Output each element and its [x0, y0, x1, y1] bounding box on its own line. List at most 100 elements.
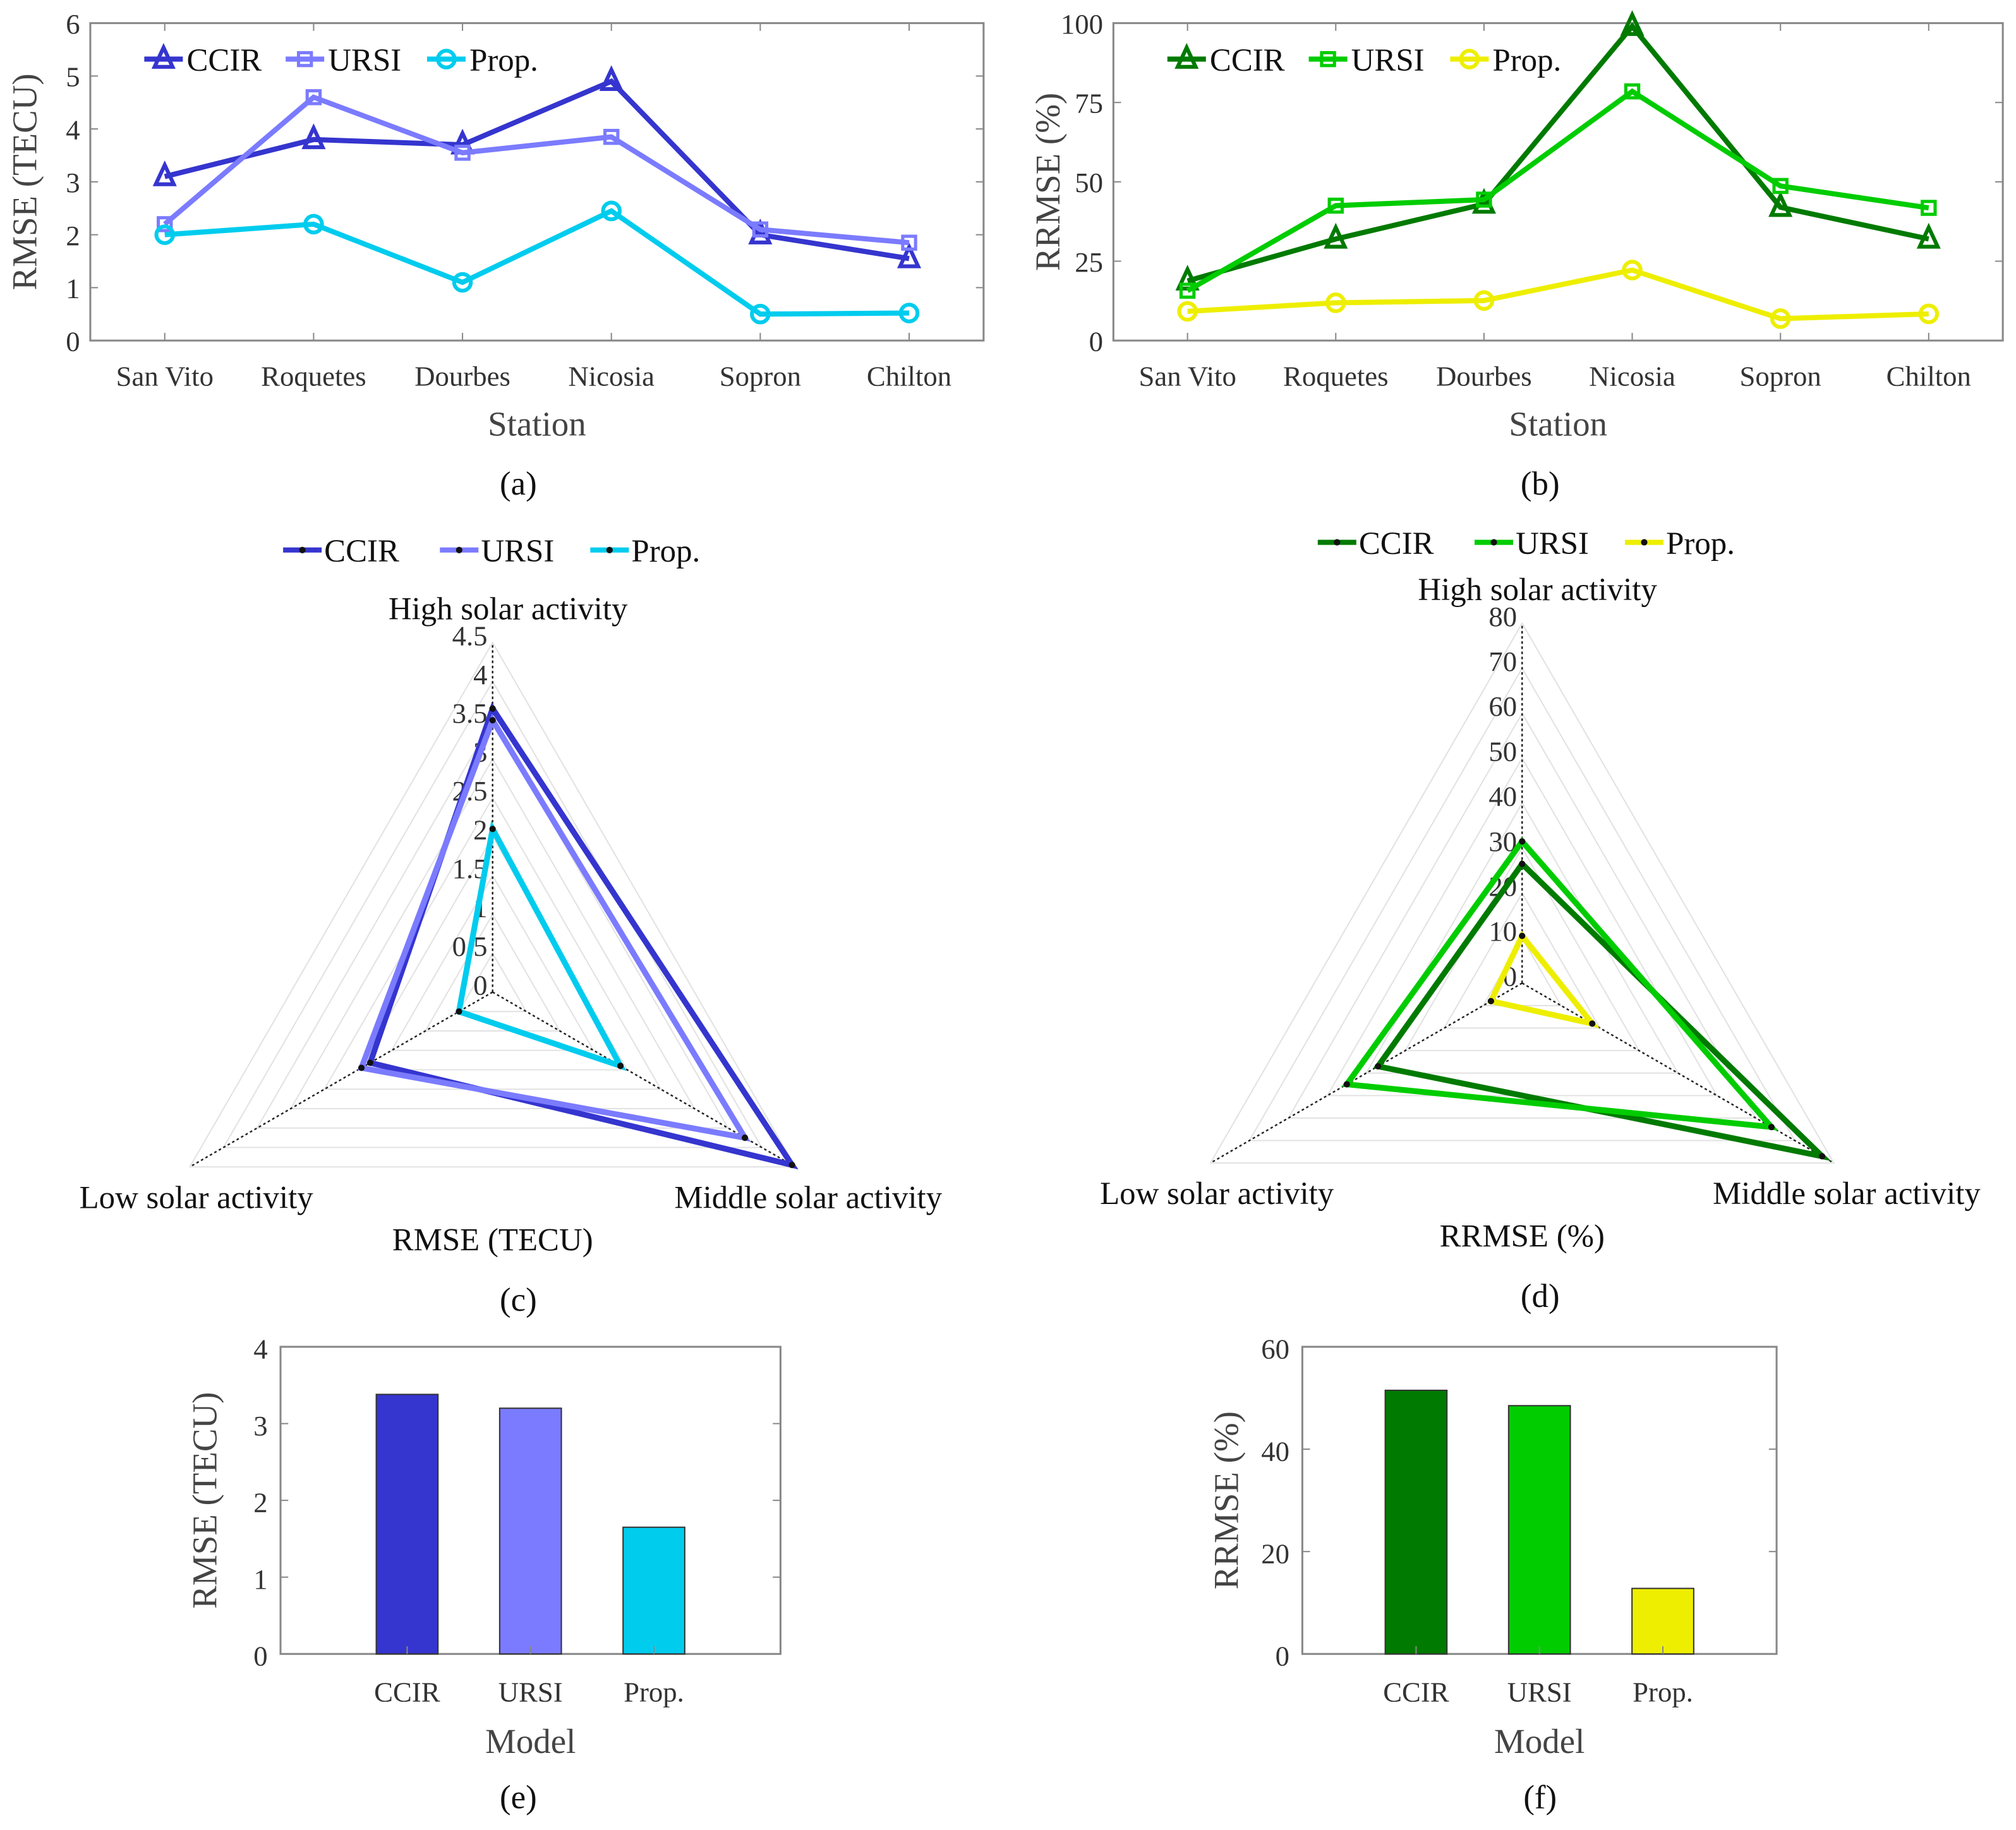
data-point	[1770, 308, 1791, 329]
legend-label: Prop.	[469, 43, 538, 78]
radial-tick-label: 60	[1488, 690, 1517, 722]
chart-f: 0 20 40 60 CCIR URSI Prop. Model RRMSE (%) (f)	[1207, 1333, 1778, 1815]
data-point	[452, 272, 473, 293]
data-point	[1179, 282, 1196, 299]
axis-label-high: High solar activity	[389, 592, 628, 627]
data-point	[489, 826, 496, 833]
y-tick-label: 6	[66, 8, 80, 40]
x-tick-label: Dourbes	[1436, 360, 1532, 392]
caption: (d)	[1521, 1278, 1560, 1315]
radial-tick-label: 2	[473, 814, 487, 846]
data-point	[1375, 1062, 1382, 1070]
data-point	[601, 200, 622, 222]
legend-item: URSI	[440, 534, 554, 569]
axis-label-high: High solar activity	[1418, 572, 1657, 608]
data-point	[741, 1135, 749, 1141]
data-point	[1921, 200, 1937, 216]
series-line	[164, 208, 910, 317]
x-tick-label: Sopron	[720, 360, 801, 392]
x-tick-label: Roquetes	[1283, 360, 1389, 392]
chart-label: RRMSE (%)	[1440, 1219, 1605, 1254]
x-tick-label: San Vito	[116, 360, 214, 392]
y-tick-label: 4	[66, 114, 80, 145]
y-axis-label: RMSE (TECU)	[185, 1392, 224, 1609]
x-tick-label: URSI	[1507, 1676, 1572, 1708]
data-point	[1768, 1124, 1775, 1131]
y-tick-label: 2	[66, 220, 80, 251]
legend-marker	[1320, 51, 1336, 68]
legend-label: CCIR	[1359, 526, 1434, 562]
radar-axis	[1521, 982, 1835, 1164]
radar-grid	[1287, 712, 1758, 1119]
data-point	[1622, 260, 1643, 280]
data-point	[1519, 838, 1526, 845]
data-point	[603, 128, 620, 145]
x-tick-label: Chilton	[867, 360, 951, 392]
caption: (a)	[500, 466, 537, 502]
legend-label: Prop.	[1492, 43, 1561, 78]
y-tick-label: 0	[1089, 325, 1103, 357]
legend-label: Prop.	[1666, 526, 1735, 562]
x-tick-label: Nicosia	[1589, 360, 1675, 392]
radar-grid	[457, 952, 528, 1013]
radar-grid	[1209, 622, 1835, 1164]
data-point	[1473, 290, 1495, 311]
series-polygon	[456, 820, 627, 1071]
data-point	[489, 717, 496, 724]
series-URSI	[357, 713, 751, 1142]
legend-item: Prop.	[590, 534, 700, 569]
legend-marker	[1490, 539, 1497, 546]
radial-tick-label: 0	[473, 970, 487, 1001]
legend-item: Prop.	[426, 43, 538, 78]
data-point	[1624, 83, 1641, 100]
axis-label-low: Low solar activity	[80, 1180, 314, 1215]
chart-a: 0 1 2 3 4 5 6 San Vito Roquetes Dourbes Nicosia Sop…	[5, 8, 985, 502]
y-tick-label: 20	[1261, 1538, 1289, 1570]
data-point	[1768, 191, 1793, 217]
legend-marker	[1459, 49, 1480, 69]
radar-axis	[1210, 982, 1523, 1164]
x-tick-label: CCIR	[374, 1676, 440, 1708]
x-tick-label: Dourbes	[414, 360, 510, 392]
legend-item: CCIR	[144, 43, 262, 78]
x-tick-label: CCIR	[1383, 1676, 1449, 1708]
chart-label: RMSE (TECU)	[392, 1222, 593, 1258]
x-axis-label: Station	[488, 405, 586, 443]
series-CCIR	[1175, 10, 1941, 291]
radar-grid	[1326, 757, 1718, 1097]
data-point	[454, 145, 471, 161]
data-point	[1343, 1081, 1350, 1088]
bar-Prop.	[1631, 1587, 1694, 1655]
series-URSI	[1341, 836, 1778, 1131]
radar-grid	[256, 719, 730, 1129]
chart-e: 0 1 2 3 4 CCIR URSI Prop. Model RMSE (TECU) (e)	[185, 1333, 782, 1815]
legend-label: URSI	[1351, 43, 1425, 78]
y-tick-label: 3	[66, 167, 80, 198]
series-polygon	[357, 713, 751, 1142]
x-tick-label: Roquetes	[261, 360, 366, 392]
data-point	[489, 705, 496, 712]
series-line	[1186, 88, 1929, 293]
radial-tick-label: 4.5	[452, 620, 488, 651]
y-tick-label: 1	[253, 1563, 267, 1595]
legend-item: CCIR	[1317, 526, 1434, 562]
data-point	[750, 303, 771, 325]
bar-Prop.	[622, 1526, 685, 1655]
x-axis-label: Station	[1509, 405, 1607, 443]
x-tick-label: URSI	[498, 1676, 563, 1708]
y-axis-label: RMSE (TECU)	[5, 73, 44, 290]
radial-tick-label: 50	[1488, 735, 1517, 767]
legend-item: CCIR	[1167, 43, 1285, 78]
legend-label: Prop.	[631, 534, 700, 569]
x-tick-label: Prop.	[624, 1676, 684, 1708]
series-polygon	[1341, 836, 1778, 1131]
data-point	[157, 216, 173, 232]
data-point	[1519, 860, 1526, 867]
legend-label: URSI	[481, 534, 554, 569]
radar-grid	[424, 913, 561, 1032]
axis-label-middle: Middle solar activity	[1713, 1176, 1981, 1212]
series-Prop.	[1177, 260, 1940, 329]
data-point	[1620, 10, 1645, 36]
